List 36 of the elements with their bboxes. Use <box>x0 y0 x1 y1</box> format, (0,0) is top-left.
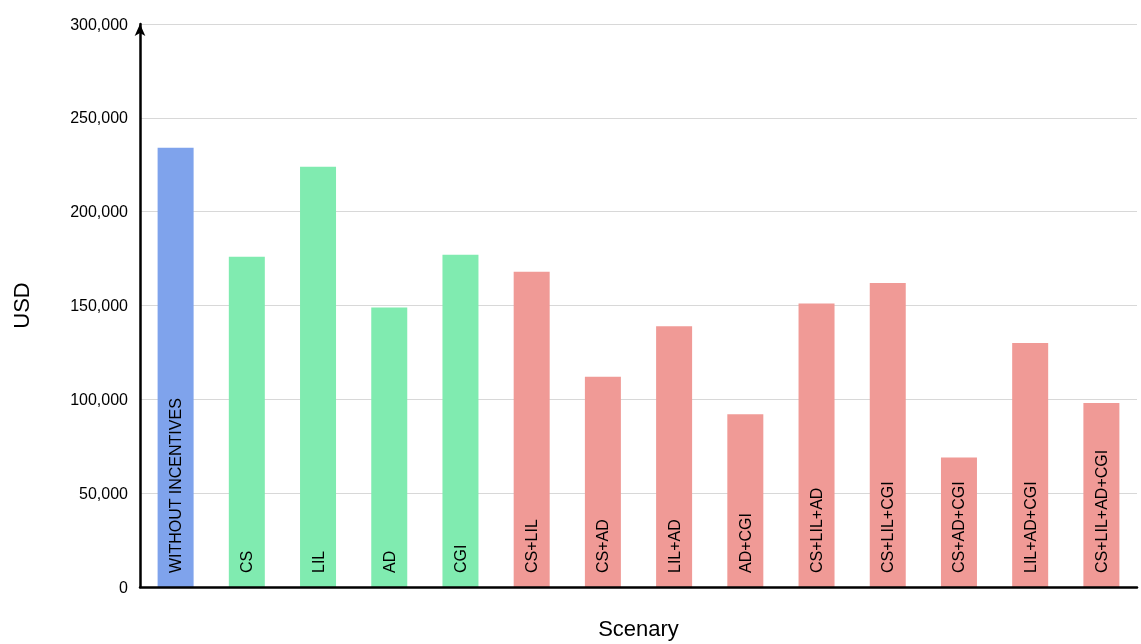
y-tick-label: 200,000 <box>70 203 129 221</box>
bar <box>798 303 835 587</box>
x-tick-label: CGI <box>451 544 469 573</box>
bar <box>1083 403 1120 587</box>
x-tick-label: LIL+AD <box>665 519 683 573</box>
y-tick-label: 150,000 <box>70 297 129 314</box>
x-axis-title: Scenary <box>598 615 679 641</box>
x-tick-label: CS+AD <box>594 519 612 573</box>
x-tick-label: AD+CGI <box>736 512 754 573</box>
y-axis-title: USD <box>8 282 34 329</box>
x-tick-label: AD <box>380 550 398 573</box>
bar <box>157 147 194 587</box>
x-tick-label: CS+LIL+AD <box>808 487 826 573</box>
x-tick-label: CS+LIL+AD+CGI <box>1092 449 1110 573</box>
x-tick-label: CS <box>238 550 256 573</box>
bar <box>442 254 479 587</box>
y-tick-label: 300,000 <box>70 15 129 33</box>
bar <box>228 256 265 587</box>
x-tick-label: WITHOUT INCENTIVES <box>167 398 185 573</box>
x-tick-label: CS+LIL+CGI <box>879 481 897 573</box>
bar <box>727 414 764 587</box>
bar <box>869 282 906 587</box>
bar <box>1012 343 1049 587</box>
bar <box>300 166 337 587</box>
bar <box>513 271 550 587</box>
y-tick-label: 100,000 <box>70 390 129 408</box>
x-tick-label: CS+LIL <box>523 519 541 573</box>
bar <box>371 307 408 587</box>
y-tick-label: 50,000 <box>79 484 129 502</box>
bar <box>656 326 693 587</box>
x-tick-label: CS+AD+CGI <box>950 481 968 573</box>
x-tick-label: LIL <box>309 550 327 573</box>
bar <box>584 376 621 587</box>
x-tick-label: LIL+AD+CGI <box>1021 481 1039 573</box>
y-tick-label: 250,000 <box>70 109 129 127</box>
y-tick-label: 0 <box>119 578 129 596</box>
